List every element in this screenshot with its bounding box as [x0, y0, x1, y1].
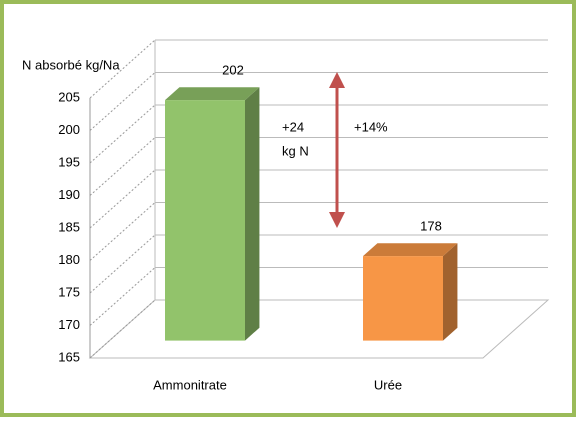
- y-axis-label: N absorbé kg/Na: [22, 57, 120, 72]
- y-tick-label: 185: [58, 219, 80, 234]
- y-tick-label: 175: [58, 284, 80, 299]
- bar-top: [363, 243, 458, 257]
- y-tick-label: 165: [58, 349, 80, 364]
- grid-line: [89, 234, 156, 294]
- grid-line: [89, 72, 156, 131]
- grid-line: [89, 267, 156, 326]
- grid-line: [89, 169, 156, 229]
- bar-side: [443, 243, 458, 341]
- difference-arrow: [329, 72, 345, 228]
- data-label: 178: [420, 219, 442, 234]
- annotation: +14%: [354, 119, 388, 134]
- grid-line: [89, 299, 156, 359]
- grid-line: [89, 202, 156, 261]
- data-label: 202: [222, 63, 244, 78]
- grid-line: [89, 39, 156, 99]
- bar: [363, 256, 443, 341]
- bar: [165, 100, 245, 341]
- bar-top: [165, 87, 260, 101]
- y-tick-label: 190: [58, 187, 80, 202]
- annotation: kg N: [282, 143, 309, 158]
- x-tick-label: Urée: [374, 377, 402, 392]
- plot: 165 170 175 180 185 190 195 200 205 202 Ammonitrat…: [58, 39, 550, 392]
- y-tick-label: 180: [58, 252, 80, 267]
- y-tick-label: 195: [58, 154, 80, 169]
- y-tick-label: 200: [58, 122, 80, 137]
- grid-line: [89, 104, 156, 164]
- grid-line: [89, 137, 156, 196]
- y-tick-label: 170: [58, 317, 80, 332]
- annotation: +24: [282, 119, 304, 134]
- y-tick-label: 205: [58, 89, 80, 104]
- x-tick-label: Ammonitrate: [153, 377, 227, 392]
- bar-side: [245, 87, 260, 341]
